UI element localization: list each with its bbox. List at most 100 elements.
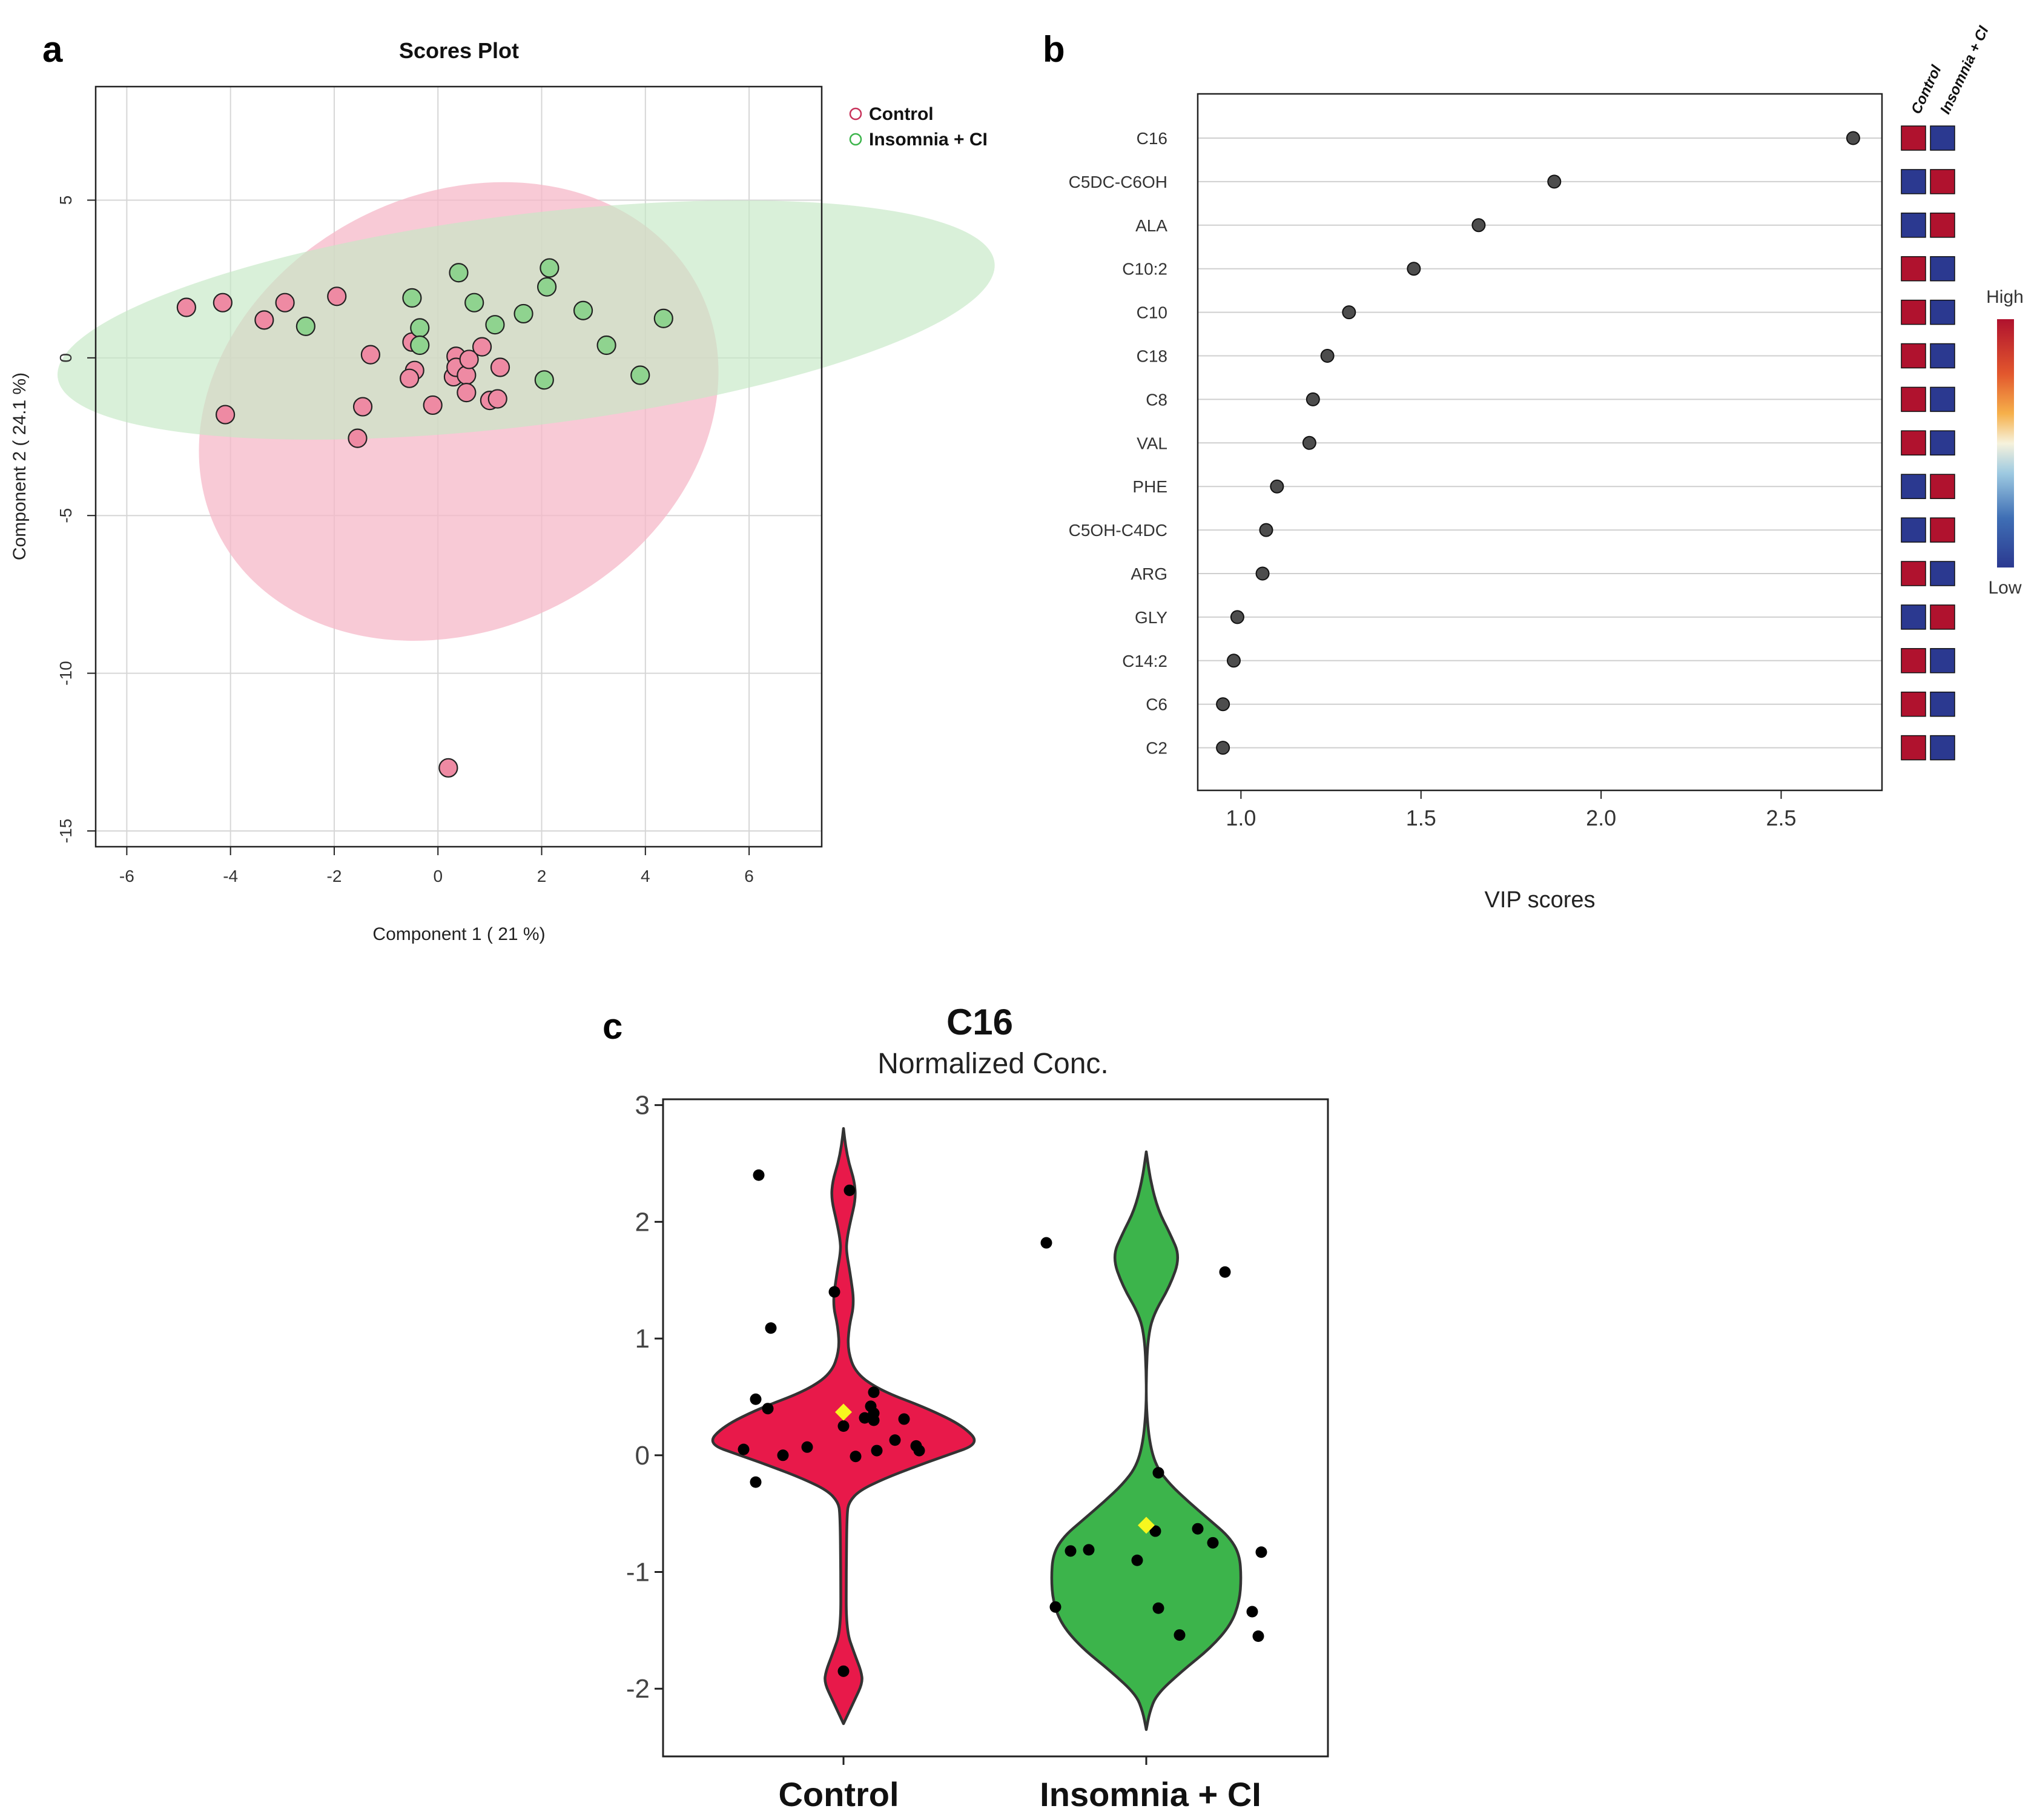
x-tick-label: 1.5 [1406,806,1436,830]
vip-scores-panel: C16 C5DC-C6OH ALA C10:2 C10 C18 C8 VAL PHE C5OH-C… [1069,23,2024,913]
insomnia-point [540,258,560,278]
feature-label: VAL [1137,434,1167,452]
insomnia-point [573,300,593,320]
control-sample-point [750,1476,762,1488]
feature-label: C6 [1146,695,1167,714]
heatmap-cell-control [1901,386,1926,412]
heatmap-cell-control [1901,169,1926,194]
y-tick-label: 2 [635,1207,650,1237]
category-label-insomnia: Insomnia + CI [1040,1775,1261,1813]
y-tick-label: 5 [56,196,75,205]
violin-insomnia [1050,1150,1243,1731]
x-tick-label: 1.0 [1226,806,1256,830]
insomnia-point [534,370,554,390]
control-point [327,286,347,306]
feature-label: C5DC-C6OH [1069,173,1167,191]
heatmap-cell-insomnia [1930,517,1955,543]
y-tick-label: 0 [56,353,75,363]
heatmap-cell-control [1901,735,1926,761]
insomnia-point [630,365,650,385]
x-tick-label: 6 [744,867,754,885]
insomnia-sample-point [1207,1537,1219,1549]
control-sample-point [898,1413,910,1425]
control-sample-point [801,1441,813,1453]
x-tick-label: -4 [223,867,238,885]
colorbar-low-label: Low [1988,578,2021,598]
heatmap-cell-control [1901,430,1926,456]
insomnia-point [410,318,430,338]
insomnia-point [402,288,422,308]
control-sample-point [762,1403,774,1415]
heatmap-cell-insomnia [1930,125,1955,151]
control-point [457,383,477,403]
insomnia-sample-point [1192,1523,1204,1535]
heatmap-cell-insomnia [1930,474,1955,499]
x-tick-label: 2.5 [1766,806,1796,830]
control-point [176,297,196,317]
vip-point [1342,305,1356,320]
control-point [400,368,420,388]
heatmap-cell-control [1901,474,1926,499]
vip-point [1547,174,1562,189]
vip-point [1320,349,1335,363]
heatmap-cell-control [1901,648,1926,673]
control-point [254,310,274,330]
vip-point [1270,479,1284,494]
vip-point [1255,566,1270,581]
vip-point [1259,523,1273,537]
panel-label-c: c [603,1006,622,1047]
y-tick-label: 3 [635,1091,650,1120]
plot-frame [662,1098,1329,1758]
control-sample-point [837,1420,850,1432]
x-tick-label: 2 [537,867,547,885]
vip-point [1216,697,1230,712]
insomnia-point [653,308,673,328]
heatmap-cell-control [1901,691,1926,717]
insomnia-sample-point [1149,1525,1161,1537]
heatmap-cell-insomnia [1930,735,1955,761]
vip-point [1230,610,1244,624]
y-tick-label: 1 [635,1324,650,1354]
heatmap-cell-insomnia [1930,604,1955,630]
feature-label: C2 [1146,739,1167,758]
control-point [352,397,373,417]
vip-point [1226,654,1241,668]
vip-point [1407,262,1421,276]
feature-label: C18 [1137,347,1167,366]
feature-label: C10:2 [1122,260,1167,279]
x-tick-label: 4 [641,867,650,885]
feature-label: PHE [1132,477,1167,496]
heatmap-cell-insomnia [1930,691,1955,717]
panel-label-b: b [1043,29,1065,70]
vip-point [1846,131,1860,145]
control-mean-marker [835,1403,852,1421]
chart-title: Scores Plot [399,38,519,63]
insomnia-sample-point [1252,1630,1264,1643]
heatmap-cell-insomnia [1930,430,1955,456]
feature-label: C5OH-C4DC [1069,521,1167,540]
insomnia-sample-point [1152,1467,1164,1479]
heatmap-cell-control [1901,561,1926,586]
category-label-control: Control [778,1775,899,1813]
plot-frame [1197,93,1883,792]
vip-point [1302,435,1316,450]
insomnia-point [295,316,315,336]
feature-label: ARG [1131,564,1167,583]
insomnia-sample-point [1246,1606,1258,1618]
insomnia-point [449,263,469,283]
control-point [423,395,443,415]
x-tick-label: 0 [433,867,443,885]
insomnia-sample-point [1255,1546,1267,1558]
insomnia-point [485,315,505,335]
heatmap-cell-control [1901,517,1926,543]
vip-point [1216,741,1230,755]
feature-label: C10 [1137,303,1167,322]
control-sample-point [844,1184,856,1196]
heatmap-cell-control [1901,213,1926,238]
control-point [275,293,295,313]
insomnia-sample-point [1219,1266,1231,1278]
plot-frame [94,85,823,848]
heatmap-cell-control [1901,256,1926,282]
insomnia-point [464,293,484,313]
